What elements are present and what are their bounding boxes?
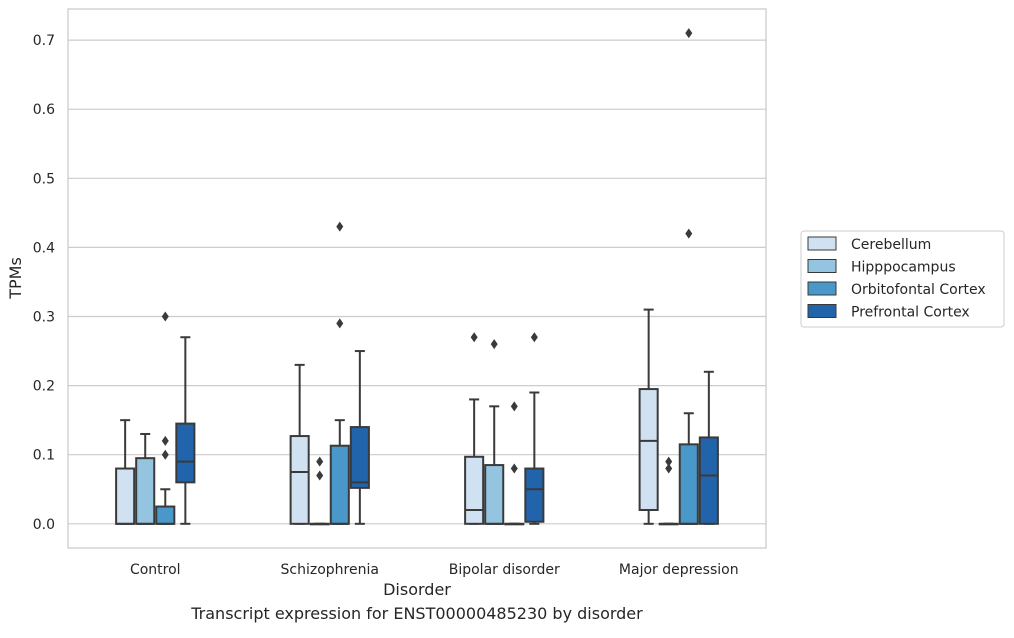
chart-caption: Transcript expression for ENST0000048523… [191,604,643,623]
y-tick-label: 0.4 [33,240,55,256]
box-hipppocampus [658,456,679,526]
box-body [289,435,310,525]
box-body [678,443,699,525]
legend-label: Orbitofontal Cortex [851,282,986,298]
box-cerebellum [115,419,136,525]
outlier-point [336,318,344,329]
box-hipppocampus [484,339,505,525]
outlier-point [530,332,538,343]
box-cerebellum [638,308,659,525]
box-orbitofontal-cortex [329,221,350,525]
box-body [524,467,545,523]
outlier-point [161,311,169,322]
outlier-point [316,456,324,467]
plot-marks [115,28,719,526]
box-body [349,426,370,489]
y-tick-label: 0.5 [33,171,55,187]
box-body [638,388,659,511]
outlier-point [685,228,693,239]
box-body [484,464,505,525]
box-body [329,444,350,525]
box-orbitofontal-cortex [155,311,176,525]
gridlines [68,39,766,525]
legend-frame [800,230,1005,328]
box-hipppocampus [135,432,156,525]
box-orbitofontal-cortex [678,28,699,525]
y-tick-label: 0.1 [33,448,55,464]
legend-swatch [807,236,837,251]
box-orbitofontal-cortex [504,401,525,526]
outlier-point [665,463,673,474]
outlier-point [510,401,518,412]
box-prefrontal-cortex [349,350,370,525]
x-tick-label: Bipolar disorder [449,562,560,578]
box-body [115,467,136,525]
legend-swatch [807,304,837,318]
outlier-point [510,463,518,474]
legend-label: Hipppocampus [851,260,956,276]
legend-swatch [807,281,837,296]
outlier-point [665,456,673,467]
y-tick-label: 0.6 [33,102,55,118]
y-tick-label: 0.2 [33,379,55,395]
y-tick-label: 0.7 [33,33,55,49]
box-body [464,455,485,525]
x-tick-labels: Control Schizophrenia Bipolar disorder Majo… [130,562,739,578]
x-tick-label: Major depression [619,562,739,578]
box-cerebellum [289,363,310,525]
legend-swatch [807,259,837,273]
x-tick-label: Control [130,562,181,578]
legend: Cerebellum Hipppocampus Orbitofontal Corte… [800,230,1005,328]
y-axis-label: TPMs [6,257,25,300]
legend-label: Prefrontal Cortex [851,305,970,321]
outlier-point [161,449,169,460]
box-body [135,457,156,525]
plot-frame [67,8,767,549]
x-axis-label: Disorder [383,580,451,599]
box-body [698,436,719,525]
box-prefrontal-cortex [698,370,719,525]
box-body [175,422,196,484]
outlier-point [490,339,498,350]
x-tick-label: Schizophrenia [281,562,379,578]
box-hipppocampus [309,456,330,526]
box-prefrontal-cortex [524,332,545,525]
box-body [155,505,176,525]
outlier-point [685,28,693,39]
outlier-point [316,470,324,481]
y-tick-label: 0.0 [33,517,55,533]
box-cerebellum [464,332,485,525]
y-tick-label: 0.3 [33,310,55,326]
box-prefrontal-cortex [175,336,196,525]
outlier-point [470,332,478,343]
legend-label: Cerebellum [851,237,931,253]
outlier-point [336,221,344,232]
y-tick-labels: 0.0 0.1 0.2 0.3 0.4 0.5 0.6 0.7 [33,33,55,533]
outlier-point [161,435,169,446]
